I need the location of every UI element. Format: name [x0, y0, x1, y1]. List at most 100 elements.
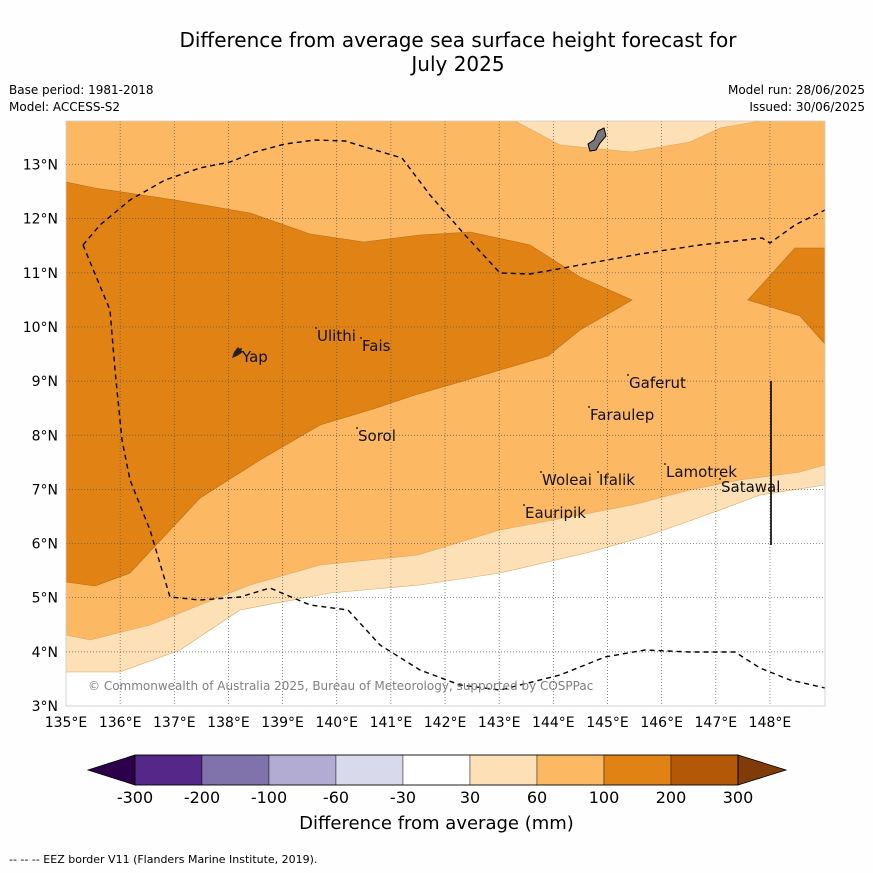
- colorbar-segment: [335, 754, 404, 786]
- lat-tick-label: 9°N: [32, 374, 58, 390]
- eez-border-2: [82, 244, 825, 691]
- colorbar-tick-label: -100: [251, 788, 287, 807]
- islet-dot: [597, 471, 599, 473]
- lon-tick-label: 138°E: [207, 715, 250, 731]
- place-label: Woleai: [542, 471, 592, 489]
- islet-dot: [664, 463, 666, 465]
- place-label: Fais: [362, 337, 391, 355]
- colorbar-tick-label: 200: [656, 788, 687, 807]
- lon-axis-labels: 135°E 136°E 137°E 138°E 139°E 140°E 141°E 142°E…: [45, 715, 792, 731]
- lat-tick-label: 7°N: [32, 482, 58, 498]
- place-label: Yap: [241, 348, 268, 366]
- colorbar-tick-label: -60: [323, 788, 349, 807]
- colorbar-segment: [469, 754, 538, 786]
- colorbar-tick-label: 30: [460, 788, 480, 807]
- map-title: Difference from average sea surface heig…: [0, 28, 873, 76]
- islet-dot: [588, 406, 590, 408]
- issued-date: Issued: 30/06/2025: [749, 100, 865, 114]
- lon-tick-label: 145°E: [586, 715, 629, 731]
- lon-tick-label: 140°E: [315, 715, 358, 731]
- contour-lines: [66, 181, 825, 587]
- band-below-30: [66, 485, 825, 706]
- eez-footnote: -- -- -- EEZ border V11 (Flanders Marine…: [9, 853, 318, 866]
- lat-tick-label: 4°N: [32, 645, 58, 661]
- place-label: Ulithi: [317, 327, 356, 345]
- lon-tick-label: 136°E: [99, 715, 142, 731]
- lat-tick-label: 6°N: [32, 537, 58, 553]
- gridlines: [66, 121, 825, 706]
- place-labels: Ulithi Fais Yap Gaferut Faraulep Sorol Lamotre…: [241, 327, 780, 522]
- colorbar-segment: [402, 754, 471, 786]
- colorbar-tick-label: -300: [117, 788, 153, 807]
- colorbar-segment: [670, 754, 739, 786]
- place-label: Faraulep: [590, 406, 654, 424]
- plot-frame: [65, 120, 826, 707]
- lat-tick-label: 11°N: [23, 266, 58, 282]
- place-label: Sorol: [358, 427, 396, 445]
- lat-tick-label: 5°N: [32, 591, 58, 607]
- lon-tick-label: 137°E: [153, 715, 196, 731]
- plot-area: © Commonwealth of Australia 2025, Bureau…: [66, 121, 825, 706]
- guam-island: [587, 127, 607, 152]
- colorbar-extend-high: [737, 754, 788, 786]
- place-label: Lamotrek: [666, 463, 737, 481]
- colorbar-tick-label: -200: [184, 788, 220, 807]
- islets: [240, 327, 721, 506]
- model-run: Model run: 28/06/2025: [727, 83, 865, 97]
- place-label: Ifalik: [599, 471, 635, 489]
- place-label: Gaferut: [629, 374, 686, 392]
- lon-tick-label: 135°E: [45, 715, 88, 731]
- place-label: Satawal: [721, 478, 780, 496]
- place-label: Eauripik: [525, 504, 586, 522]
- lon-tick-label: 139°E: [261, 715, 304, 731]
- islet-dot: [315, 327, 317, 329]
- colorbar-title: Difference from average (mm): [299, 813, 574, 834]
- title-line-2: July 2025: [411, 52, 505, 76]
- band-30-60-top: [515, 121, 760, 152]
- islet-dot: [523, 504, 525, 506]
- lat-tick-label: 13°N: [23, 158, 58, 174]
- contour-lines-light: [66, 121, 825, 673]
- band-100-200-east: [748, 248, 825, 344]
- lat-tick-label: 12°N: [23, 212, 58, 228]
- base-period: Base period: 1981-2018: [9, 83, 154, 97]
- lat-tick-label: 10°N: [23, 320, 58, 336]
- meta-right: Model run: 28/06/2025 Issued: 30/06/2025: [728, 82, 865, 116]
- colorbar-tick-label: -30: [390, 788, 416, 807]
- lon-tick-label: 143°E: [478, 715, 521, 731]
- model-name: Model: ACCESS-S2: [9, 100, 121, 114]
- lon-tick-label: 142°E: [424, 715, 467, 731]
- lon-tick-label: 147°E: [695, 715, 738, 731]
- colorbar-segment: [134, 754, 203, 786]
- colorbar-tick-label: 300: [723, 788, 754, 807]
- islet-dot: [540, 471, 542, 473]
- title-line-1: Difference from average sea surface heig…: [179, 28, 737, 52]
- islet-dot: [719, 478, 721, 480]
- yap-island: [232, 347, 243, 358]
- colorbar-extend-low: [86, 754, 136, 786]
- colorbar-segment: [603, 754, 672, 786]
- lat-tick-label: 8°N: [32, 428, 58, 444]
- lon-tick-label: 146°E: [640, 715, 683, 731]
- colorbar-segment: [201, 754, 270, 786]
- colorbar-segment: [536, 754, 605, 786]
- lon-tick-label: 141°E: [370, 715, 413, 731]
- colorbar-tick-label: 100: [589, 788, 620, 807]
- lat-axis-labels: 3°N 4°N 5°N 6°N 7°N 8°N 9°N 10°N 11°N 12°N 13°N: [23, 158, 58, 716]
- colorbar: -300 -200 -100 -60 -30 30 60 100 200 300: [86, 754, 788, 807]
- lon-tick-label: 148°E: [749, 715, 792, 731]
- islet-dot: [627, 374, 629, 376]
- lon-tick-label: 144°E: [532, 715, 575, 731]
- colorbar-segment: [268, 754, 337, 786]
- lat-tick-label: 3°N: [32, 699, 58, 715]
- band-100-200-west: [66, 182, 632, 586]
- islet-dot: [360, 337, 362, 339]
- islet-dot: [240, 348, 242, 350]
- islet-dot: [356, 427, 358, 429]
- colorbar-tick-label: 60: [527, 788, 547, 807]
- meta-left: Base period: 1981-2018 Model: ACCESS-S2: [9, 82, 154, 116]
- copyright-text: © Commonwealth of Australia 2025, Bureau…: [88, 679, 593, 693]
- eez-border: [82, 139, 825, 275]
- colorbar-frame: [134, 754, 739, 786]
